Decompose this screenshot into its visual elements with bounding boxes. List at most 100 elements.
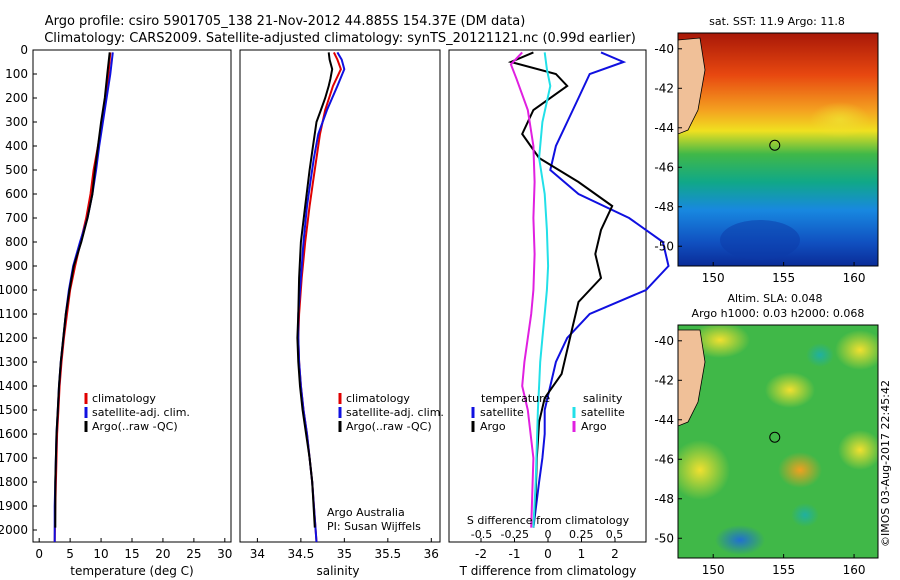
temperature-panel: 0 5 10 15 20 25 30 0 100 200 300 400 500 600 700 800 90… xyxy=(0,43,232,578)
depth-tick-label: 1500 xyxy=(0,403,28,417)
legend-label: climatology xyxy=(346,392,410,405)
difference-legend: temperature salinitysatelliteArgosatellit… xyxy=(471,392,625,433)
sla-map-panel: Altim. SLA: 0.048 Argo h1000: 0.03 h2000… xyxy=(654,292,879,577)
sst-land-mass xyxy=(678,37,706,135)
sla-low-patch-3 xyxy=(791,503,819,527)
series-line-difference-1 xyxy=(507,51,614,528)
series-line-temperature-1 xyxy=(53,52,114,542)
temperature-xaxis-tick-label: 15 xyxy=(124,547,139,561)
t-diff-tick-label: 2 xyxy=(611,547,619,561)
map-lat-tick-label: -44 xyxy=(654,413,674,427)
salinity-xlabel: salinity xyxy=(316,564,359,578)
copyright-stamp: ©IMOS 03-Aug-2017 22:45:42 xyxy=(879,380,892,547)
difference-xlabel-s: S difference from climatology xyxy=(467,514,630,527)
t-diff-tick-label: -2 xyxy=(475,547,487,561)
sla-high-patch-4 xyxy=(778,452,822,488)
series-line-temperature-2 xyxy=(54,52,111,528)
depth-tick-label: 100 xyxy=(5,67,28,81)
legend-label: satellite xyxy=(581,406,625,419)
depth-tick-label: 1400 xyxy=(0,379,28,393)
s-diff-tick-label: 0 xyxy=(545,528,552,541)
map-lat-tick-label: -44 xyxy=(654,121,674,135)
depth-tick-label: 500 xyxy=(5,163,28,177)
depth-tick-label: 1100 xyxy=(0,307,28,321)
sla-profile-marker xyxy=(769,431,781,443)
depth-tick-label: 1900 xyxy=(0,499,28,513)
difference-panel: -2 -1 0 1 2 -0.5 -0.25 0 0.25 0.5 T difference f… xyxy=(448,49,670,578)
figure-title-line1: Argo profile: csiro 5901705_138 21-Nov-2… xyxy=(45,14,526,29)
sst-profile-marker xyxy=(769,139,781,151)
sst-cold-patch xyxy=(720,220,800,260)
map-lon-tick-label: 160 xyxy=(843,271,866,285)
map-lon-tick-label: 155 xyxy=(772,563,795,577)
depth-tick-label: 300 xyxy=(5,115,28,129)
depth-tick-label: 800 xyxy=(5,235,28,249)
map-lon-tick-label: 150 xyxy=(702,563,725,577)
series-line-salinity-2 xyxy=(296,52,334,528)
salinity-xaxis-tick-label: 34.5 xyxy=(288,547,315,561)
depth-tick-label: 0 xyxy=(20,43,28,57)
depth-tick-label: 1000 xyxy=(0,283,28,297)
s-diff-tick-label: -0.25 xyxy=(501,528,529,541)
depth-tick-label: 1800 xyxy=(0,475,28,489)
map-lat-tick-label: -48 xyxy=(654,492,674,506)
depth-tick-label: 1700 xyxy=(0,451,28,465)
s-diff-tick-label: 0.25 xyxy=(569,528,594,541)
map-lon-tick-label: 150 xyxy=(702,271,725,285)
map-lat-tick-label: -46 xyxy=(654,160,674,174)
depth-tick-label: 1200 xyxy=(0,331,28,345)
temperature-xaxis-tick-label: 0 xyxy=(35,547,43,561)
depth-tick-label: 400 xyxy=(5,139,28,153)
legend-title-salinity: salinity xyxy=(583,392,623,405)
figure-title-line2: Climatology: CARS2009. Satellite-adjuste… xyxy=(44,31,636,46)
sla-high-patch-2 xyxy=(765,372,815,408)
legend-label: Argo xyxy=(581,420,607,433)
depth-tick-label: 200 xyxy=(5,91,28,105)
series-line-salinity-1 xyxy=(297,51,346,543)
map-lon-tick-label: 160 xyxy=(843,563,866,577)
salinity-panel: 34 34.5 35 35.5 36 salinity climatologysatel… xyxy=(239,49,444,578)
sst-map-panel: sat. SST: 11.9 Argo: 11.8 150 155 160 -40 -4… xyxy=(654,15,879,285)
s-diff-tick-label: -0.5 xyxy=(471,528,492,541)
difference-axes-frame xyxy=(448,49,647,543)
depth-tick-label: 1300 xyxy=(0,355,28,369)
legend-title-temperature: temperature xyxy=(481,392,550,405)
map-lat-tick-label: -48 xyxy=(654,200,674,214)
series-line-salinity-0 xyxy=(297,51,342,543)
sst-warm-patch xyxy=(810,102,870,138)
salinity-xaxis-tick-label: 34 xyxy=(250,547,265,561)
temperature-axes-frame xyxy=(32,49,232,543)
sla-map-title-1: Altim. SLA: 0.048 xyxy=(727,292,822,305)
temperature-xaxis-tick-label: 20 xyxy=(155,547,170,561)
sla-high-patch-5 xyxy=(678,440,730,500)
s-diff-tick-label: 0.5 xyxy=(606,528,624,541)
temperature-xaxis-tick-label: 30 xyxy=(217,547,232,561)
temperature-xaxis-tick-label: 25 xyxy=(186,547,201,561)
sst-map-frame xyxy=(677,32,879,267)
legend-label: satellite xyxy=(480,406,524,419)
map-lat-tick-label: -42 xyxy=(654,373,674,387)
sla-map-frame xyxy=(677,324,879,559)
map-lon-tick-label: 155 xyxy=(772,271,795,285)
depth-tick-label: 1600 xyxy=(0,427,28,441)
t-diff-tick-label: 0 xyxy=(544,547,552,561)
depth-tick-label: 600 xyxy=(5,187,28,201)
map-lat-tick-label: -46 xyxy=(654,452,674,466)
sla-high-patch-3 xyxy=(835,330,878,370)
series-line-difference-2 xyxy=(532,52,552,528)
map-lat-tick-label: -40 xyxy=(654,42,674,56)
sst-map-title: sat. SST: 11.9 Argo: 11.8 xyxy=(709,15,845,28)
salinity-axes-frame xyxy=(239,49,441,543)
t-diff-tick-label: -1 xyxy=(509,547,521,561)
legend-label: satellite-adj. clim. xyxy=(92,406,190,419)
sla-land-mass xyxy=(678,329,706,427)
sla-high-patch-6 xyxy=(838,430,878,470)
salinity-xaxis-tick-label: 35 xyxy=(337,547,352,561)
legend-label: Argo(..raw -QC) xyxy=(346,420,432,433)
depth-tick-label: 2000 xyxy=(0,523,28,537)
sla-low-patch-2 xyxy=(806,343,834,367)
legend-label: Argo(..raw -QC) xyxy=(92,420,178,433)
map-lat-tick-label: -50 xyxy=(654,531,674,545)
